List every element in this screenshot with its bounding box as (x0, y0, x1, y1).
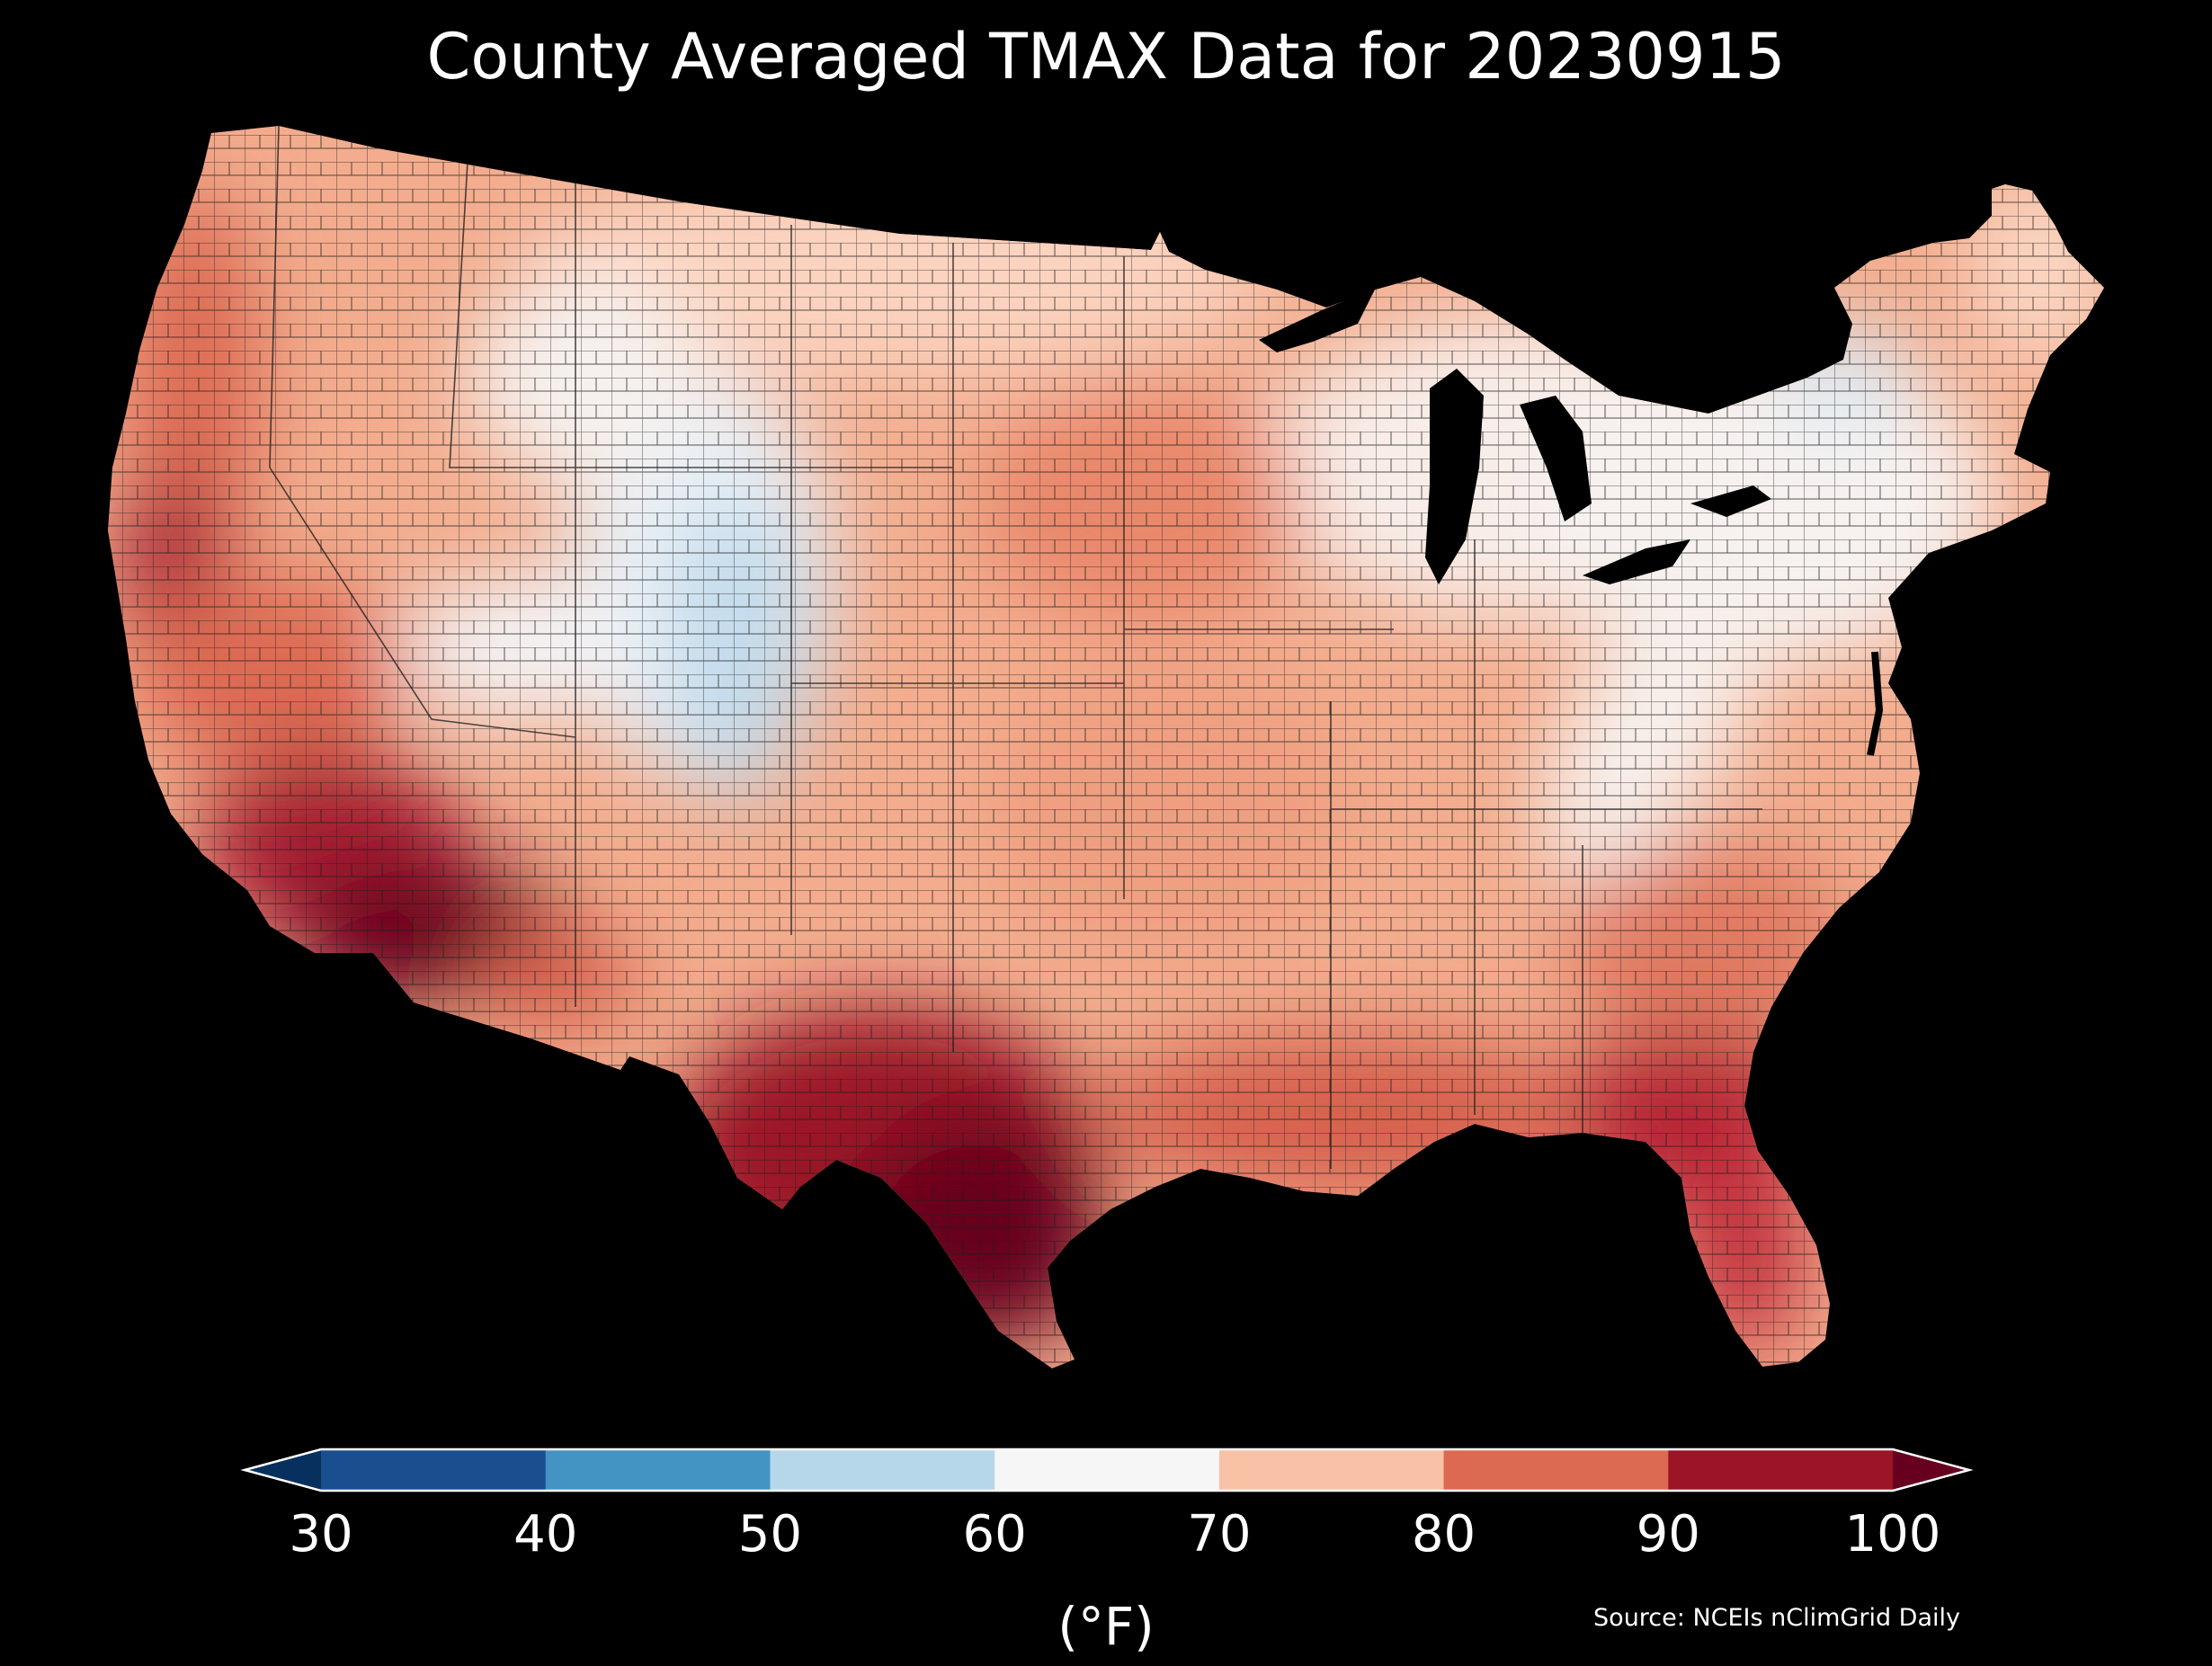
colorbar-tick-label: 50 (737, 1505, 803, 1564)
colorbar-outline (240, 1448, 1974, 1492)
colorbar-units-label: (°F) (1057, 1596, 1155, 1657)
colorbar-tick-label: 70 (1187, 1505, 1252, 1564)
colorbar-segment (770, 1449, 995, 1491)
colorbar-tick-label: 30 (289, 1505, 353, 1564)
colorbar-segment (321, 1449, 547, 1491)
colorbar-segment (545, 1449, 771, 1491)
colorbar-segment (995, 1449, 1220, 1491)
source-credit: Source: NCEIs nClimGrid Daily (1593, 1604, 1960, 1632)
colorbar-over-arrow (1893, 1449, 1969, 1491)
colorbar-under-arrow (245, 1449, 321, 1491)
colorbar-tick-label: 90 (1636, 1505, 1700, 1564)
colorbar-segment (1443, 1449, 1669, 1491)
colorbar-segment (1668, 1449, 1894, 1491)
colorbar-tick-label: 80 (1411, 1505, 1476, 1564)
chesapeake-bay (1867, 651, 1884, 756)
colorbar-tick-label: 100 (1844, 1505, 1941, 1564)
colorbar-tick-label: 40 (513, 1505, 578, 1564)
colorbar-segment (1218, 1449, 1445, 1491)
great-lakes (1259, 288, 1771, 584)
map-title: County Averaged TMAX Data for 20230915 (426, 20, 1786, 94)
colorbar-tick-label: 60 (962, 1505, 1027, 1564)
